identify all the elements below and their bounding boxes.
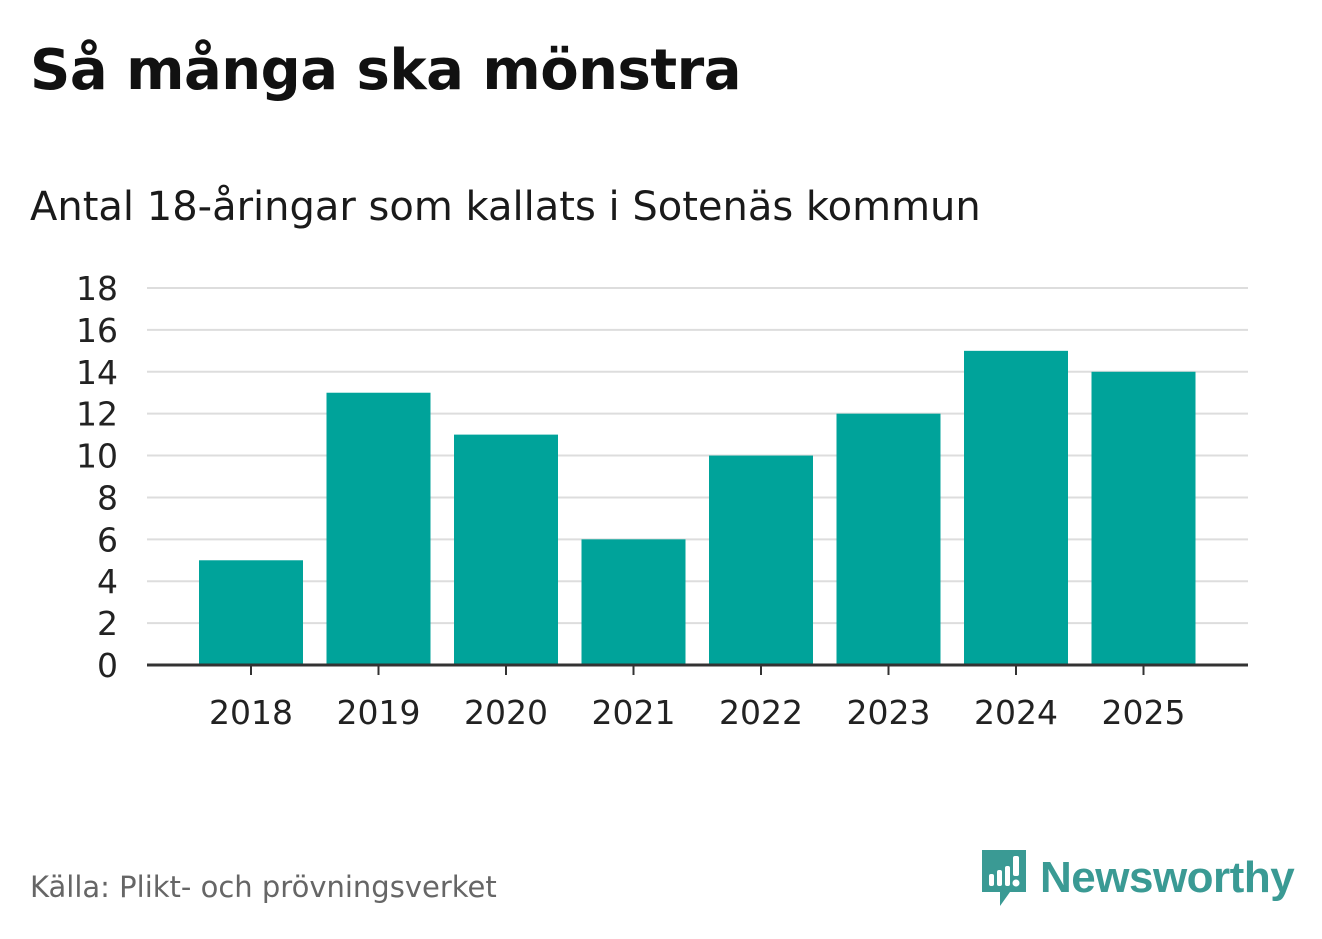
bar-2025: [1091, 371, 1196, 665]
x-tick-label: 2020: [464, 693, 548, 732]
y-tick-label: 10: [76, 437, 118, 476]
brand-name: Newsworthy: [1040, 853, 1295, 902]
y-tick-label: 8: [97, 478, 118, 517]
x-tick-label: 2019: [337, 693, 421, 732]
bar-2018: [199, 560, 303, 665]
x-tick-label: 2018: [209, 693, 293, 732]
bar-2021: [581, 539, 686, 665]
bar-2022: [709, 455, 813, 665]
x-tick-label: 2022: [719, 693, 803, 732]
y-tick-label: 18: [76, 269, 118, 308]
source-note: Källa: Plikt- och prövningsverket: [30, 870, 497, 904]
y-tick-label: 12: [76, 395, 118, 434]
bar-2024: [964, 350, 1068, 665]
y-tick-label: 16: [76, 311, 118, 350]
y-tick-label: 6: [97, 520, 118, 559]
x-tick-label: 2023: [847, 693, 931, 732]
x-tick-label: 2025: [1102, 693, 1186, 732]
chart-subtitle: Antal 18-åringar som kallats i Sotenäs k…: [30, 184, 981, 230]
bar-2019: [326, 392, 431, 665]
bar-2023: [836, 413, 941, 665]
y-tick-label: 4: [97, 562, 118, 601]
y-tick-label: 0: [97, 646, 118, 685]
x-tick-label: 2024: [974, 693, 1058, 732]
newsworthy-logo-icon: [982, 850, 1026, 906]
y-tick-label: 2: [97, 604, 118, 643]
bar-2020: [454, 434, 558, 665]
brand-logo: Newsworthy: [980, 848, 1295, 908]
chart-title: Så många ska mönstra: [30, 38, 742, 103]
x-tick-label: 2021: [592, 693, 676, 732]
y-tick-label: 14: [76, 353, 118, 392]
